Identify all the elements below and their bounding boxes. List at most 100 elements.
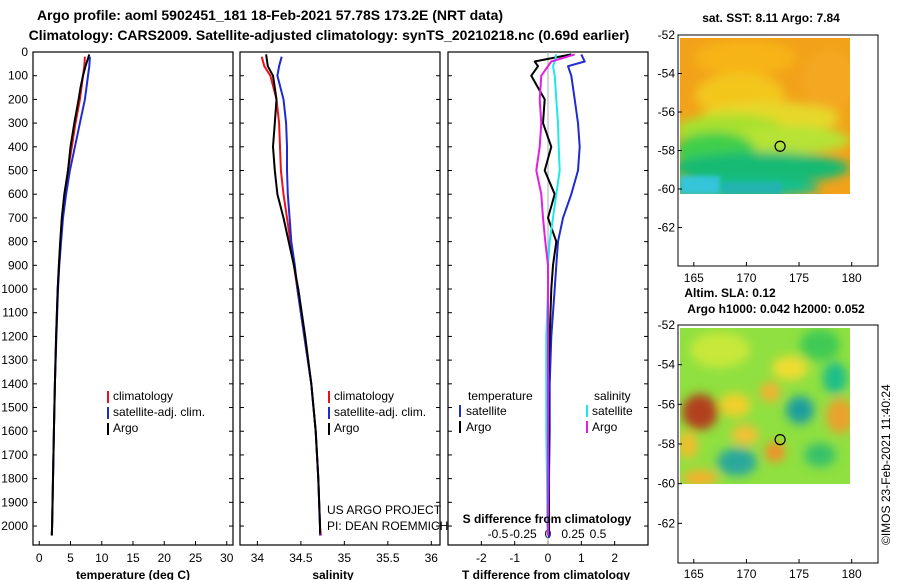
legend-label-s-satellite: satellite [592,404,633,418]
series-line-argo [50,54,91,536]
x-tick-label: -1 [509,551,520,565]
temperature-axis-label: temperature (deg C) [76,568,190,580]
map-y-tick-label: -56 [658,397,676,411]
depth-tick-label: 1500 [1,401,28,415]
map-x-tick-label: 175 [789,271,809,285]
depth-tick-label: 1300 [1,353,28,367]
x-tick-label: 20 [158,551,172,565]
map-x-tick-label: 170 [736,271,756,285]
map-y-tick-label: -62 [658,221,676,235]
s-diff-tick-label: 0.25 [561,527,585,541]
depth-tick-label: 1200 [1,329,28,343]
map-x-tick-label: 175 [789,567,809,580]
temperature-panel-frame [32,51,234,546]
credit-pi: PI: DEAN ROEMMICH [327,519,448,533]
map-y-tick-label: -60 [658,477,676,491]
figure-title-line1: Argo profile: aoml 5902451_181 18-Feb-20… [37,7,503,23]
legend-label-t-satellite: satellite [466,404,507,418]
legend-label-argo: Argo [334,421,360,435]
sst-map-title: sat. SST: 8.11 Argo: 7.84 [702,11,840,25]
map-x-tick-label: 170 [736,567,756,580]
map-y-tick-label: -52 [658,28,676,42]
salinity-axis-label: salinity [312,568,354,580]
salinity-x-axis: 34 34.5 35 35.5 36 [251,541,439,565]
series-line-salinity-argo [535,53,575,536]
salinity-legend: climatology satellite-adj. clim. Argo [328,389,426,435]
x-tick-label: 25 [189,551,203,565]
x-tick-label: 34.5 [289,551,313,565]
t-difference-axis-label: T difference from climatology [462,568,630,580]
depth-tick-label: 1600 [1,424,28,438]
x-tick-label: 5 [67,551,74,565]
legend-label-satellite-adj: satellite-adj. clim. [334,405,426,419]
depth-tick-label: 1000 [1,282,28,296]
figure-title-line2: Climatology: CARS2009. Satellite-adjuste… [29,27,630,43]
map-x-tick-label: 180 [842,567,862,580]
x-tick-label: 36 [425,551,439,565]
x-tick-label: -2 [476,551,487,565]
x-tick-label: 15 [126,551,140,565]
legend-title-temperature: temperature [468,389,533,403]
depth-tick-label: 600 [8,187,28,201]
map-y-tick-label: -60 [658,182,676,196]
x-tick-label: 0 [545,551,552,565]
x-tick-label: 0 [36,551,43,565]
series-line-argo [265,54,321,534]
depth-tick-label: 500 [8,164,28,178]
legend-label-argo: Argo [113,421,139,435]
series-line-temperature-satellite [548,53,586,538]
legend-title-salinity: salinity [594,389,631,403]
map-y-tick-label: -52 [658,318,676,332]
s-diff-tick-label: -0.25 [509,527,537,541]
map-y-tick-label: -58 [658,144,676,158]
x-tick-label: 10 [95,551,109,565]
depth-tick-label: 400 [8,140,28,154]
x-tick-label: 35.5 [376,551,400,565]
depth-tick-label: 300 [8,116,28,130]
map-y-tick-label: -62 [658,516,676,530]
salinity-series [260,54,322,536]
depth-tick-label: 1100 [2,306,28,320]
map-y-tick-label: -54 [658,358,676,372]
map-y-tick-label: -56 [658,105,676,119]
depth-tick-label: 1800 [1,472,28,486]
series-line-temperature-argo [530,53,572,536]
depth-tick-label: 200 [8,92,28,106]
series-line-climatology [260,56,322,536]
s-diff-tick-label: -0.5 [488,527,509,541]
x-tick-label: 1 [578,551,585,565]
legend-label-t-argo: Argo [466,420,492,434]
depth-tick-label: 1700 [1,448,28,462]
depth-tick-label: 2000 [1,519,28,533]
credit-project: US ARGO PROJECT [327,503,442,517]
depth-axis: 0 100 200 300 400 500 600 700 800 900 1000 1100 1200… [1,45,648,533]
legend-label-climatology: climatology [334,389,394,403]
sla-map-title-line2: Argo h1000: 0.042 h2000: 0.052 [687,302,865,316]
x-tick-label: 30 [220,551,234,565]
x-tick-label: 34 [251,551,265,565]
depth-tick-label: 1400 [1,377,28,391]
map-y-tick-label: -58 [658,437,676,451]
sst-field [680,38,850,194]
s-difference-axis-label: S difference from climatology [463,512,632,526]
legend-label-s-argo: Argo [592,420,618,434]
legend-label-satellite-adj: satellite-adj. clim. [113,405,205,419]
temperature-x-axis: 0 5 10 15 20 25 30 [36,541,234,565]
salinity-panel-frame [239,51,441,546]
depth-tick-label: 100 [8,69,28,83]
x-tick-label: 2 [611,551,618,565]
s-diff-tick-label: 0.5 [590,527,607,541]
sla-map-axes: 165 170 175 180 -52 -54 -56 -58 -60 -62 [658,318,862,580]
difference-series [530,53,586,538]
series-line-salinity-satellite [545,54,561,536]
footer-stamp: ©IMOS 23-Feb-2021 11:40:24 [879,384,893,545]
sst-map-axes: 165 170 175 180 -52 -54 -56 -58 -60 -62 [658,28,862,285]
map-x-tick-label: 180 [842,271,862,285]
sla-field [680,328,850,484]
depth-tick-label: 1900 [1,495,28,509]
difference-legend: temperature salinity satellite Argo sate… [459,389,633,434]
map-y-tick-label: -54 [658,67,676,81]
depth-tick-label: 0 [21,45,28,59]
legend-label-climatology: climatology [113,389,173,403]
